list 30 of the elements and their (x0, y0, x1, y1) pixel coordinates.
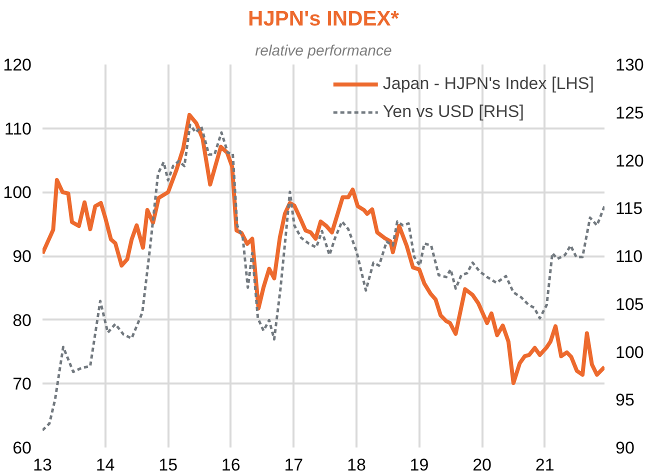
x-tick-label: 13 (33, 456, 52, 473)
x-tick-label: 18 (347, 456, 366, 473)
legend-label: Yen vs USD [RHS] (382, 102, 524, 122)
y2-tick-label: 115 (616, 199, 643, 218)
y2-tick-label: 130 (616, 56, 644, 74)
chart-subtitle: relative performance (255, 42, 392, 60)
chart-title: HJPN's INDEX* (248, 8, 400, 30)
y2-tick-label: 110 (616, 247, 643, 266)
x-tick-label: 21 (535, 456, 554, 473)
y2-tick-label: 90 (616, 438, 634, 458)
x-tick-label: 17 (284, 456, 304, 473)
legend-label: Japan - HJPN's Index [LHS] (382, 74, 594, 94)
x-tick-label: 19 (410, 456, 429, 473)
y2-tick-label: 125 (616, 103, 644, 122)
y-tick-label: 60 (12, 438, 32, 458)
x-tick-label: 20 (472, 456, 492, 473)
x-tick-label: 14 (96, 456, 115, 473)
x-tick-label: 16 (221, 456, 240, 473)
y2-tick-label: 95 (616, 390, 634, 410)
y2-tick-label: 100 (616, 342, 644, 362)
y-tick-label: 70 (12, 374, 32, 394)
y2-tick-label: 120 (616, 151, 644, 170)
y-tick-label: 120 (3, 56, 32, 74)
line-series (42, 124, 604, 432)
x-tick-label: 15 (158, 456, 178, 473)
y2-tick-label: 105 (616, 294, 644, 314)
y-tick-label: 110 (4, 119, 32, 138)
y-tick-label: 100 (3, 183, 32, 202)
y-tick-label: 80 (12, 310, 32, 330)
y-tick-label: 90 (12, 247, 32, 266)
